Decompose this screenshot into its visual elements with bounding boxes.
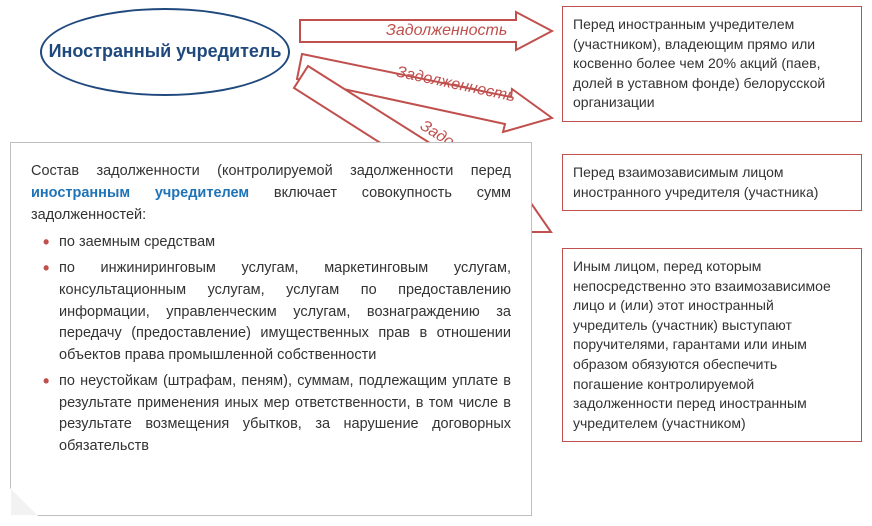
arrow-2-label: Задолженность <box>394 64 516 107</box>
debt-box-1: Перед иностранным учредителем (участнико… <box>562 6 862 122</box>
debt-box-2: Перед взаимозависимым лицом иностранного… <box>562 154 862 211</box>
bullet-item: по заемным средствам <box>47 232 511 254</box>
arrow-1-shape <box>300 12 552 50</box>
intro-paragraph: Состав задолженности (контролируемой зад… <box>31 161 511 226</box>
arrow-2-shape <box>297 54 552 132</box>
composition-box: Состав задолженности (контролируемой зад… <box>10 142 532 516</box>
arrow-1 <box>296 10 556 52</box>
bullet-item: по неустойкам (штрафам, пеням), суммам, … <box>47 371 511 458</box>
bullet-item: по инжиниринговым услугам, маркетинговым… <box>47 258 511 367</box>
bullet-list: по заемным средствам по инжиниринговым у… <box>31 232 511 458</box>
debt-box-3: Иным лицом, перед которым непосредственн… <box>562 248 862 442</box>
page-fold <box>11 489 37 515</box>
intro-highlight: иностранным учредителем <box>31 185 249 201</box>
intro-pre: Состав задолженности (контролируемой зад… <box>31 163 511 179</box>
arrow-1-label: Задолженность <box>386 22 507 40</box>
foreign-founder-ellipse: Иностранный учредитель <box>40 8 290 96</box>
